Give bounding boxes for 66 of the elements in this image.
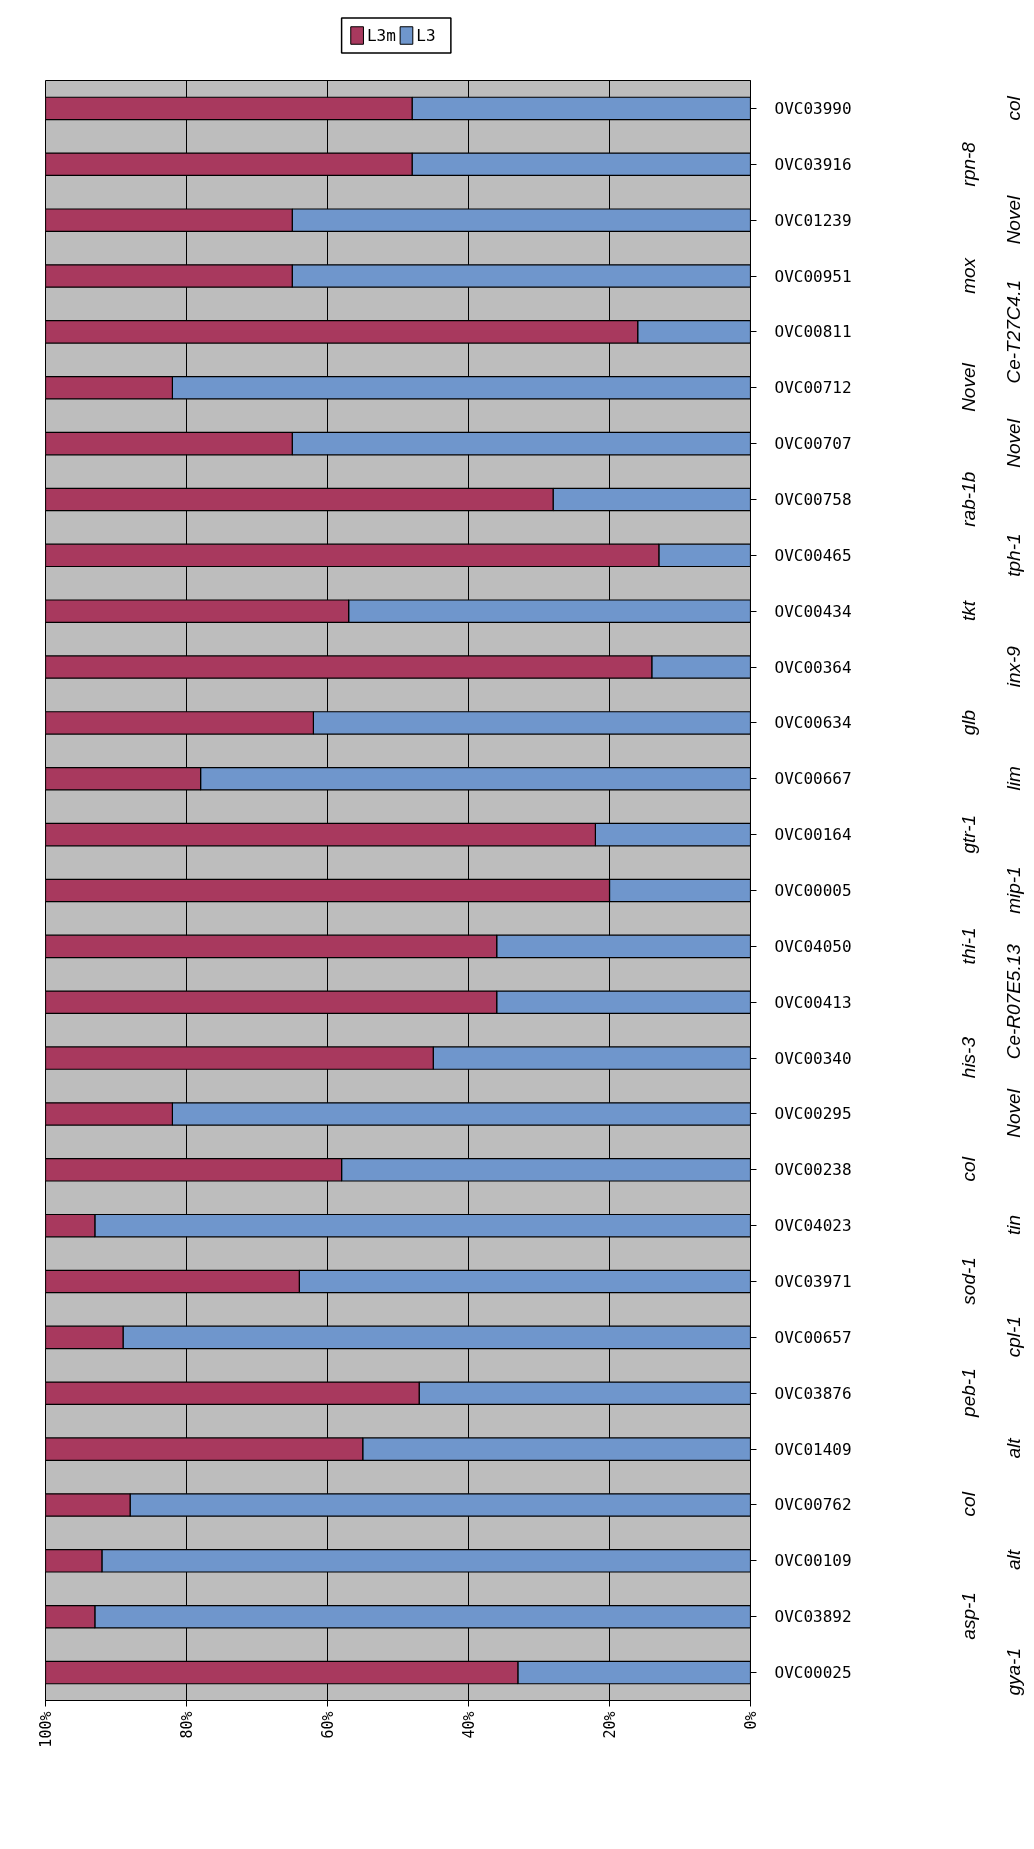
text: thi-1 — [958, 927, 979, 965]
text: Novel — [1003, 418, 1024, 468]
text: alt — [1003, 1549, 1024, 1571]
text: asp-1 — [958, 1592, 979, 1640]
text: col — [958, 1156, 979, 1182]
text: Ce-R07E5.13 — [1003, 943, 1024, 1060]
y-tick-label: OVC00238 — [774, 1160, 852, 1180]
y-tick-label: OVC00005 — [774, 881, 852, 900]
y-tick-label: OVC03892 — [774, 1607, 852, 1627]
y-tick-label: OVC00762 — [774, 1495, 852, 1515]
y-tick-label: OVC04023 — [774, 1216, 852, 1236]
y-tick-label: OVC01239 — [774, 210, 852, 230]
y-tick-label: OVC00657 — [774, 1327, 852, 1347]
x-tick-label: 0% — [741, 1711, 760, 1730]
text: rab-1b — [958, 471, 979, 527]
text: tkt — [958, 600, 979, 621]
y-tick-label: OVC00340 — [774, 1048, 852, 1068]
y-tick-label: OVC03990 — [774, 98, 852, 118]
y-tick-label: OVC00434 — [774, 601, 852, 621]
y-tick-label: OVC03876 — [774, 1383, 852, 1403]
y-tick-label: OVC00025 — [774, 1663, 852, 1683]
text: mip-1 — [1003, 866, 1024, 914]
text: gya-1 — [1003, 1647, 1024, 1696]
y-tick-label: OVC00667 — [774, 769, 852, 789]
y-tick-label: OVC00465 — [774, 545, 852, 565]
text: tph-1 — [1003, 533, 1024, 577]
y-tick-label: OVC00707 — [774, 434, 852, 454]
y-tick-label: OVC04050 — [774, 936, 852, 956]
text: his-3 — [958, 1036, 979, 1079]
text: Novel — [1003, 195, 1024, 245]
text: alt — [1003, 1437, 1024, 1459]
y-tick-label: OVC00413 — [774, 992, 852, 1012]
y-tick-label: OVC00364 — [774, 657, 852, 677]
text: Novel — [1003, 1088, 1024, 1138]
y-tick-label: OVC00109 — [774, 1551, 852, 1571]
legend-label: L3m — [366, 26, 396, 45]
text: gtr-1 — [958, 814, 979, 854]
text: sod-1 — [958, 1257, 979, 1305]
y-tick-label: OVC00811 — [774, 322, 852, 342]
y-tick-label: OVC01409 — [774, 1439, 852, 1459]
text: tin — [1003, 1215, 1024, 1236]
text: lim — [1003, 766, 1024, 791]
text: col — [1003, 95, 1024, 121]
y-tick-label: OVC00164 — [774, 825, 852, 845]
x-tick-label: 20% — [600, 1711, 619, 1739]
text: Ce-T27C4.1 — [1003, 279, 1024, 384]
text: rpn-8 — [958, 141, 979, 187]
text: Novel — [958, 362, 979, 412]
text: cpl-1 — [1003, 1316, 1024, 1358]
legend-label: L3 — [416, 26, 436, 45]
x-tick-label: 100% — [36, 1711, 55, 1748]
y-tick-label: OVC00712 — [774, 378, 852, 398]
y-tick-label: OVC00295 — [774, 1104, 852, 1124]
y-tick-label: OVC00951 — [774, 266, 852, 286]
y-tick-label: OVC00758 — [774, 489, 852, 509]
x-tick-label: 60% — [318, 1711, 337, 1739]
y-tick-label: OVC03916 — [774, 154, 852, 174]
text: peb-1 — [958, 1368, 979, 1418]
text: col — [958, 1491, 979, 1517]
text: glb — [958, 709, 979, 736]
x-tick-label: 40% — [459, 1711, 478, 1739]
x-tick-label: 80% — [177, 1711, 196, 1739]
text: mox — [958, 256, 979, 294]
y-tick-label: OVC00634 — [774, 713, 852, 733]
text: inx-9 — [1003, 645, 1024, 688]
y-tick-label: OVC03971 — [774, 1272, 852, 1292]
